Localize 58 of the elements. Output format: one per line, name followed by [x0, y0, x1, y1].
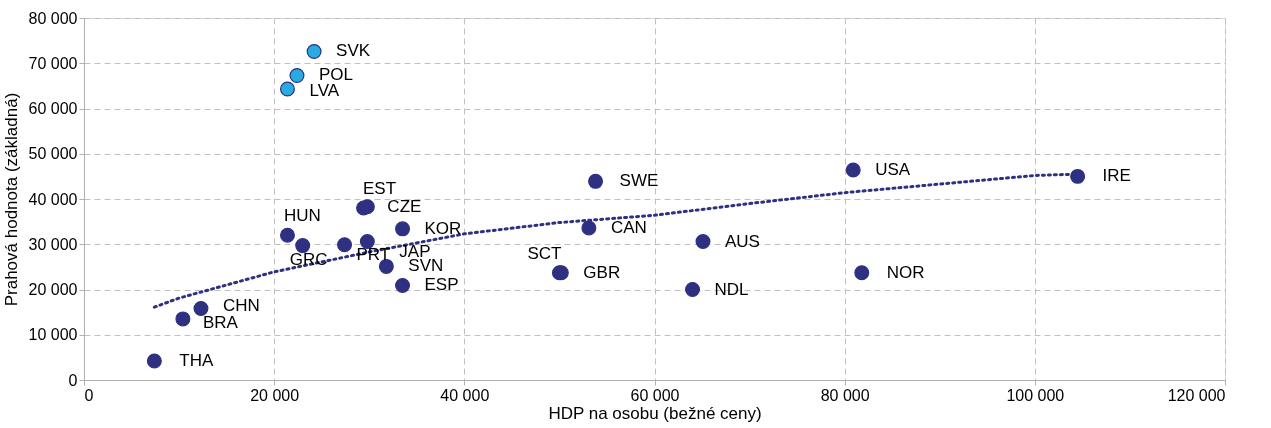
- annotation: NDL: [714, 279, 749, 299]
- y-tick-label: 10 000: [28, 326, 78, 344]
- x-tick-label: 100 000: [1006, 386, 1065, 404]
- point: [337, 237, 353, 253]
- point: [146, 353, 162, 369]
- point: [395, 277, 411, 293]
- y-tick-label: 20 000: [28, 281, 78, 298]
- point: [289, 67, 305, 83]
- point: [306, 44, 322, 59]
- annotation: SWE: [619, 171, 659, 191]
- y-axis-title: Prahová hodnota (základná): [1, 92, 21, 307]
- annotation: SCT: [527, 243, 562, 263]
- point: [588, 173, 604, 189]
- x-tick-label: 0: [84, 386, 94, 404]
- point: [854, 265, 870, 281]
- annotation: GBR: [583, 262, 621, 282]
- point: [175, 311, 191, 327]
- x-axis-title: HDP na osobu (bežné ceny): [548, 403, 762, 423]
- point: [378, 258, 394, 274]
- annotation: SVK: [336, 41, 371, 61]
- annotation: CZE: [387, 196, 422, 216]
- point: [685, 282, 701, 297]
- point: [193, 301, 209, 316]
- annotation: BRA: [202, 312, 239, 332]
- annotation: NOR: [886, 262, 925, 282]
- point: [581, 220, 597, 236]
- annotation: USA: [875, 160, 911, 180]
- y-tick-label: 40 000: [28, 190, 78, 208]
- annotation: HUN: [284, 206, 321, 226]
- annotation: CAN: [610, 217, 647, 237]
- x-tick-label: 120 000: [1167, 386, 1226, 404]
- x-tick-label: 80 000: [820, 386, 870, 404]
- y-tick-label: 60 000: [28, 100, 78, 117]
- annotation: THA: [179, 350, 215, 370]
- point: [695, 234, 711, 250]
- annotation: SVN: [408, 256, 444, 276]
- point: [845, 162, 861, 178]
- point: [279, 81, 295, 97]
- y-tick-label: 30 000: [28, 235, 78, 253]
- y-tick-label: 50 000: [28, 145, 78, 163]
- point: [1070, 168, 1086, 184]
- annotation: ESP: [424, 275, 459, 295]
- annotation: PRT: [356, 244, 391, 264]
- x-tick-label: 20 000: [250, 386, 300, 404]
- annotation: IRE: [1102, 166, 1131, 186]
- annotation: AUS: [724, 231, 760, 251]
- point: [279, 227, 295, 243]
- annotation: CHN: [222, 295, 260, 315]
- point: [395, 221, 411, 237]
- annotation: GRC: [289, 249, 328, 269]
- x-tick-label: 40 000: [440, 386, 490, 404]
- x-tick-label: 60 000: [630, 386, 680, 404]
- annotation: KOR: [424, 218, 462, 238]
- y-tick-label: 80 000: [28, 9, 78, 27]
- point: [295, 238, 311, 254]
- y-tick-label: 0: [68, 371, 78, 389]
- annotation: EST: [363, 179, 397, 199]
- y-tick-label: 70 000: [28, 54, 78, 72]
